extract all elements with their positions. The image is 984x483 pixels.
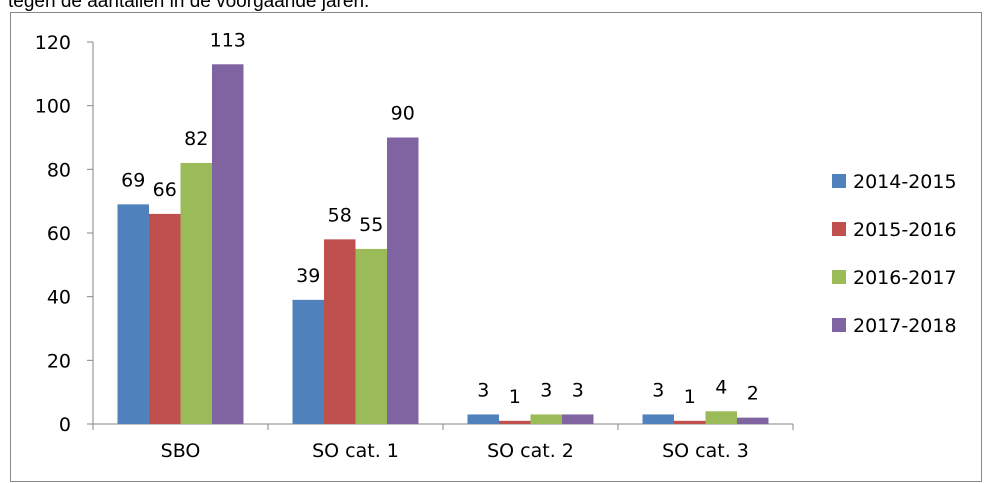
data-label: 55 — [359, 214, 383, 236]
x-tick-label: SO cat. 3 — [662, 440, 749, 462]
bar — [149, 213, 181, 424]
bar — [387, 137, 419, 424]
y-tick-label: 100 — [35, 96, 71, 118]
y-tick-label: 20 — [47, 350, 71, 372]
chart-legend: 2014-2015 2015-2016 2016-2017 2017-2018 — [832, 171, 957, 337]
data-label: 113 — [210, 29, 246, 51]
legend-label: 2014-2015 — [853, 171, 957, 193]
data-label: 90 — [391, 103, 415, 125]
chart-frame — [10, 12, 982, 482]
legend-swatch — [832, 270, 846, 284]
bar — [212, 64, 244, 425]
x-tick-label: SBO — [161, 440, 201, 462]
data-label: 69 — [121, 169, 145, 191]
bar — [117, 204, 149, 424]
bar — [499, 420, 531, 424]
caption-text: tegen de aantallen in de voorgaande jare… — [8, 0, 370, 12]
bar — [292, 299, 324, 424]
bar — [737, 417, 769, 424]
chart-axes: 0 20 40 60 80 100 120 SBO SO cat. 1 SO cat. 2 SO c… — [35, 32, 794, 462]
bar — [705, 411, 737, 424]
data-label: 3 — [477, 379, 489, 401]
data-label: 4 — [715, 376, 727, 398]
data-label: 58 — [328, 204, 352, 226]
bar — [324, 239, 356, 424]
data-label: 82 — [184, 128, 208, 150]
y-tick-label: 80 — [47, 159, 71, 181]
bar — [530, 414, 562, 424]
legend-swatch — [832, 222, 846, 236]
x-tick-label: SO cat. 1 — [312, 440, 399, 462]
bar — [467, 414, 499, 424]
data-label: 1 — [509, 386, 521, 408]
data-label: 3 — [572, 379, 584, 401]
y-tick-label: 40 — [47, 287, 71, 309]
bar — [674, 420, 706, 424]
data-label: 2 — [747, 383, 759, 405]
bar — [562, 414, 594, 424]
data-label: 39 — [296, 265, 320, 287]
bar — [355, 248, 387, 424]
y-tick-label: 60 — [47, 223, 71, 245]
data-label: 66 — [153, 179, 177, 201]
data-label: 1 — [684, 386, 696, 408]
y-tick-label: 0 — [59, 414, 71, 436]
x-tick-label: SO cat. 2 — [487, 440, 574, 462]
data-label: 3 — [540, 379, 552, 401]
legend-swatch — [832, 318, 846, 332]
bar — [180, 162, 212, 424]
y-tick-label: 120 — [35, 32, 71, 54]
bar — [642, 414, 674, 424]
legend-swatch — [832, 174, 846, 188]
chart-bars — [117, 64, 769, 425]
legend-label: 2015-2016 — [853, 219, 957, 241]
legend-label: 2016-2017 — [853, 267, 957, 289]
data-label: 3 — [652, 379, 664, 401]
legend-label: 2017-2018 — [853, 315, 957, 337]
